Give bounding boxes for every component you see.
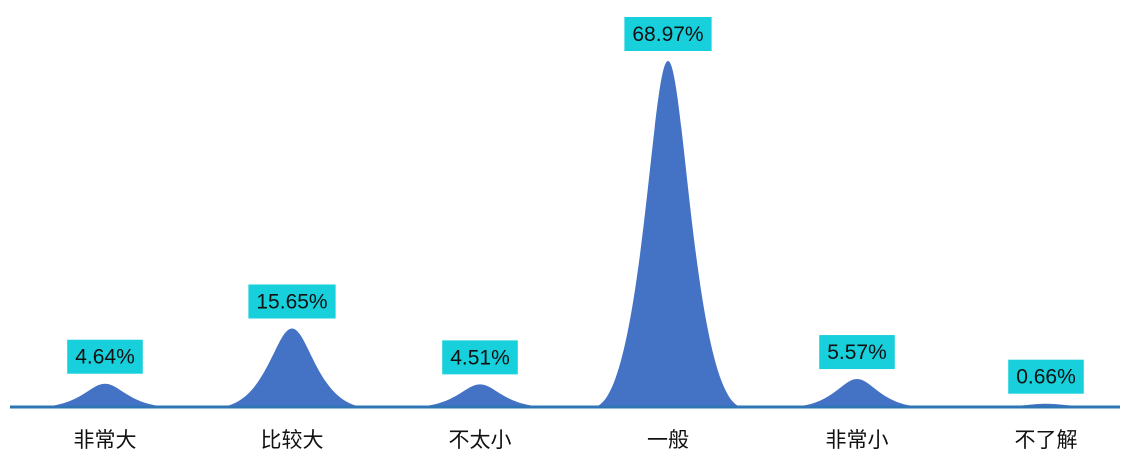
peak-3 [410, 384, 550, 407]
peak-1 [35, 383, 175, 407]
x-tick-label: 非常大 [74, 428, 137, 450]
x-tick-label: 一般 [647, 428, 689, 450]
data-label-text: 5.57% [827, 341, 887, 364]
data-label-text: 4.64% [75, 346, 135, 369]
data-label-text: 0.66% [1016, 366, 1076, 389]
data-label-box [819, 335, 895, 370]
x-tick-label: 非常小 [826, 428, 889, 450]
data-label-box [624, 17, 712, 51]
peak-2 [217, 328, 367, 407]
x-tick-label: 不了解 [1015, 428, 1078, 450]
data-label-text: 15.65% [256, 290, 327, 313]
data-label-box [248, 284, 336, 319]
data-label-box [442, 340, 518, 375]
data-label-box [1008, 359, 1084, 394]
x-tick-label: 不太小 [449, 428, 512, 450]
data-label-5: 5.57% [819, 335, 895, 370]
peak-5 [787, 379, 927, 407]
data-label-3: 4.51% [442, 340, 518, 375]
data-label-box [67, 339, 143, 374]
peak-4 [593, 61, 743, 407]
data-label-6: 0.66% [1008, 359, 1084, 394]
data-label-text: 4.51% [450, 346, 510, 369]
data-label-1: 4.64% [67, 339, 143, 374]
data-label-2: 15.65% [248, 284, 336, 319]
x-tick-label: 比较大 [261, 428, 324, 450]
data-label-4: 68.97% [624, 17, 712, 51]
data-label-text: 68.97% [632, 23, 703, 46]
